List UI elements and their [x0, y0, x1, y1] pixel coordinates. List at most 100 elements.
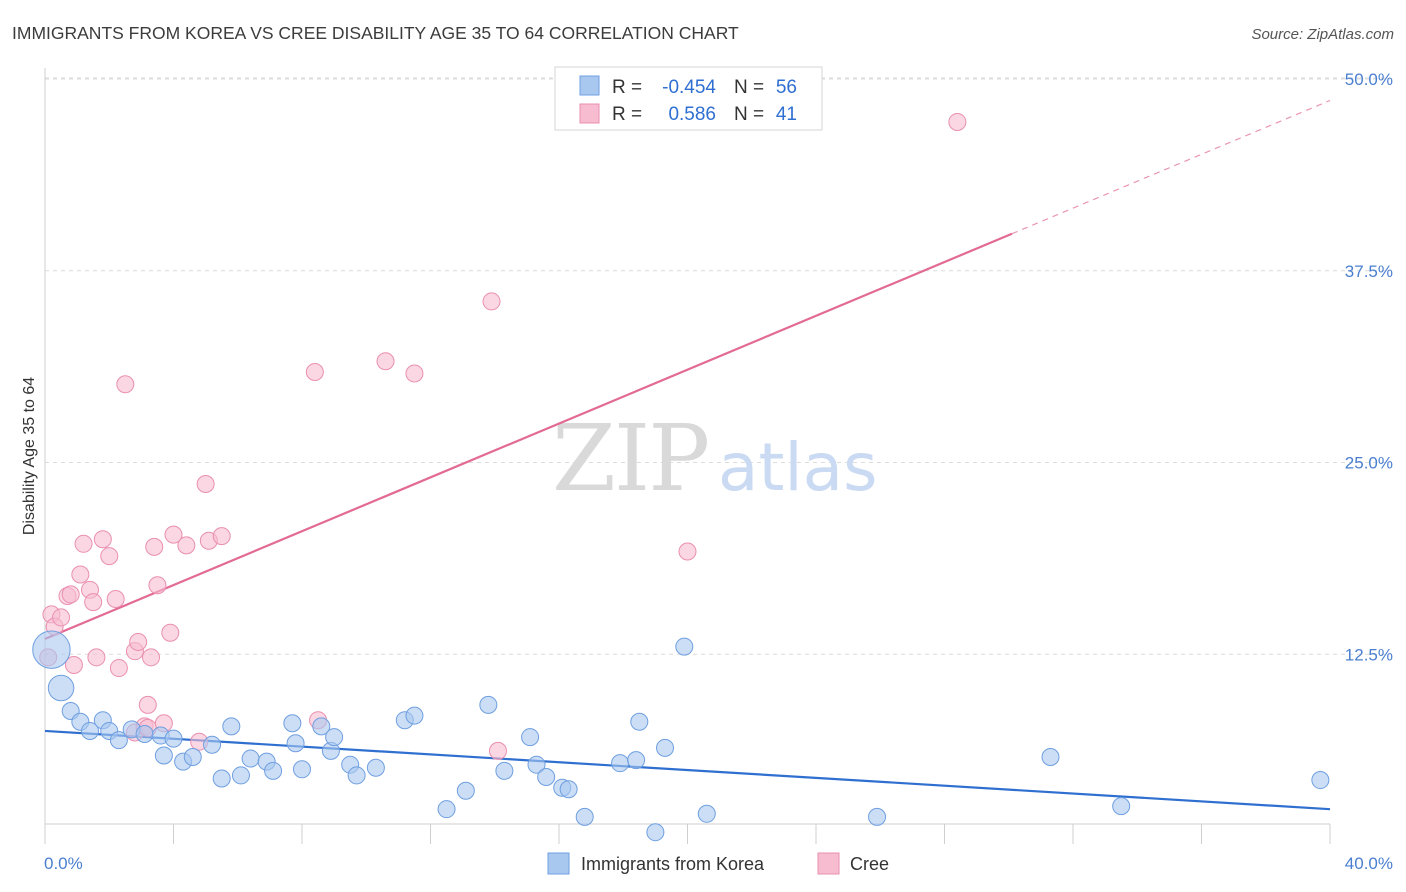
point-korea-0	[32, 630, 71, 669]
point-cree-33	[212, 527, 231, 546]
legend-r-value-cree: 0.586	[668, 104, 716, 125]
point-cree-7	[71, 565, 90, 584]
point-korea-21	[264, 761, 283, 780]
point-korea-4	[80, 721, 99, 740]
point-korea-27	[325, 728, 344, 747]
point-korea-38	[527, 755, 546, 774]
point-korea-24	[293, 760, 311, 779]
y-tick-label-0: 12.5%	[1345, 645, 1393, 664]
point-korea-47	[656, 738, 675, 757]
point-cree-5	[61, 585, 80, 604]
legend-r-value-korea: -0.454	[662, 77, 716, 98]
trend-lines	[44, 99, 1331, 811]
point-korea-46	[646, 823, 665, 842]
point-korea-37	[521, 728, 540, 747]
y-axis-label: Disability Age 35 to 64	[21, 377, 38, 535]
point-cree-10	[84, 593, 103, 612]
point-cree-34	[305, 362, 324, 381]
point-cree-11	[87, 648, 106, 667]
watermark-zip: ZIP	[552, 405, 708, 512]
scatter-points	[32, 112, 1330, 842]
point-korea-25	[312, 717, 331, 736]
point-cree-41	[948, 112, 967, 131]
x-tick-labels: 0.0% 40.0%	[44, 854, 1393, 873]
point-cree-22	[138, 695, 157, 714]
series-legend-label-cree: Cree	[850, 854, 889, 874]
point-korea-45	[630, 712, 649, 731]
point-korea-23	[286, 734, 305, 753]
legend-n-label-korea: N =	[734, 77, 764, 98]
point-korea-9	[135, 725, 154, 744]
legend-n-value-cree: 41	[776, 104, 797, 125]
point-cree-39	[488, 741, 507, 760]
point-cree-40	[678, 542, 697, 561]
point-korea-22	[283, 714, 302, 733]
point-korea-7	[109, 731, 128, 750]
y-tick-labels: 12.5% 25.0% 37.5% 50.0%	[1345, 70, 1393, 664]
point-cree-14	[106, 590, 125, 609]
series-legend-swatch-korea	[547, 852, 570, 875]
trend-line-1	[44, 232, 1013, 640]
watermark: ZIP atlas	[552, 405, 878, 512]
point-korea-1	[47, 674, 75, 702]
point-cree-29	[177, 536, 196, 555]
point-cree-38	[482, 292, 501, 311]
point-korea-19	[241, 749, 260, 768]
point-cree-12	[93, 530, 112, 549]
point-cree-23	[142, 648, 161, 667]
series-legend-swatch-cree	[817, 852, 840, 875]
gridlines	[45, 77, 1390, 655]
point-cree-25	[148, 576, 167, 595]
point-korea-43	[611, 754, 630, 773]
point-korea-33	[437, 800, 456, 819]
point-cree-6	[64, 655, 83, 674]
point-cree-19	[129, 632, 148, 651]
watermark-atlas: atlas	[718, 429, 878, 506]
point-cree-27	[161, 623, 180, 642]
legend-n-label-cree: N =	[734, 104, 764, 125]
point-cree-36	[376, 352, 395, 371]
point-korea-15	[203, 735, 222, 754]
x-tick-label-max: 40.0%	[1345, 854, 1393, 873]
legend-r-label-cree: R =	[612, 104, 642, 125]
point-cree-28	[164, 525, 183, 544]
point-korea-41	[559, 780, 578, 799]
point-korea-12	[164, 729, 183, 748]
trend-line-0	[44, 729, 1331, 811]
point-korea-42	[575, 807, 594, 826]
point-cree-3	[52, 608, 71, 627]
point-korea-44	[627, 751, 646, 770]
point-korea-17	[222, 717, 241, 736]
series-legend-label-korea: Immigrants from Korea	[581, 854, 765, 874]
point-korea-18	[231, 766, 250, 785]
chart-title: IMMIGRANTS FROM KOREA VS CREE DISABILITY…	[12, 23, 739, 43]
point-korea-52	[1112, 797, 1131, 816]
point-korea-34	[456, 781, 475, 800]
point-cree-13	[100, 547, 119, 566]
point-korea-14	[183, 748, 202, 767]
series-legend: Immigrants from Korea Cree	[547, 852, 889, 875]
point-korea-16	[212, 769, 231, 788]
point-korea-48	[675, 637, 694, 656]
legend-r-label-korea: R =	[612, 77, 642, 98]
legend-swatch-korea	[579, 75, 600, 96]
point-cree-16	[116, 375, 135, 394]
stats-legend: R = -0.454 N = 56 R = 0.586 N = 41	[554, 66, 823, 131]
y-tick-label-3: 50.0%	[1345, 70, 1393, 89]
source-credit: Source: ZipAtlas.com	[1251, 26, 1394, 43]
y-tick-label-2: 37.5%	[1345, 262, 1393, 281]
point-korea-36	[495, 761, 514, 780]
point-korea-30	[366, 758, 385, 777]
point-korea-51	[1041, 748, 1060, 767]
point-korea-50	[868, 807, 887, 826]
point-cree-15	[109, 659, 128, 678]
point-korea-53	[1311, 771, 1330, 790]
legend-n-value-korea: 56	[776, 77, 797, 98]
legend-swatch-cree	[579, 103, 600, 124]
point-korea-32	[405, 706, 424, 725]
point-korea-49	[697, 804, 716, 823]
point-cree-31	[196, 474, 215, 493]
point-cree-24	[145, 537, 164, 556]
trend-line-ext-1	[1011, 99, 1331, 235]
point-cree-8	[74, 534, 93, 553]
